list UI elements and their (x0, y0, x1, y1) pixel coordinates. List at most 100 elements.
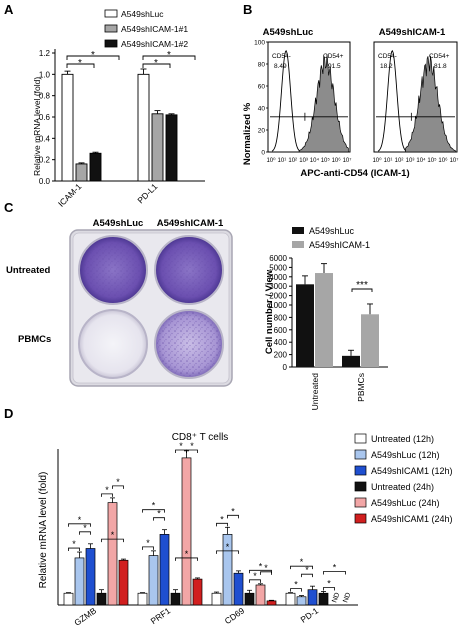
panel-c-bar (296, 284, 314, 367)
well-pbmc-shluc (78, 309, 148, 379)
histogram-a549shicam1 (376, 49, 456, 153)
panel-d-significance-bracket (260, 571, 272, 575)
panel-d-legend-swatch (354, 433, 367, 444)
panel-c-ytick-label: 1000 (269, 301, 287, 310)
panel-c-legend-1: A549shLuc (309, 226, 355, 236)
panel-a-ytick-label: 1.2 (39, 49, 51, 58)
panel-d-significance-star: * (226, 542, 230, 552)
gate-1-right-value: 91.5 (328, 63, 341, 70)
gate-1-left-label: CD54- (272, 53, 291, 60)
panel-b-xtick-label: 10² (395, 158, 404, 164)
panel-d-significance-star: * (294, 580, 298, 590)
panel-d-significance-bracket (101, 538, 124, 543)
panel-d-significance-star: * (72, 539, 76, 549)
panel-d-bar (107, 502, 118, 606)
panel-label-a: A (4, 2, 14, 17)
panel-d-significance-bracket (249, 569, 272, 574)
panel-d-significance-star: * (157, 509, 161, 519)
panel-c-category-label: Untreated (310, 373, 320, 411)
panel-c-ylabel: Cell number / View (264, 269, 275, 354)
panel-b-xtick-label: 10⁵ (321, 157, 331, 164)
panel-d-significance-star: * (305, 565, 309, 575)
panel-a-bar (61, 73, 74, 182)
cd54-stained-histogram (405, 55, 456, 153)
panel-d-significance-bracket (101, 493, 113, 497)
panel-d-bar (170, 592, 181, 606)
panel-c-significance: *** (356, 280, 368, 291)
panel-b-xtick-label: 10³ (406, 158, 415, 164)
panel-d-legend-label: A549shICAM1 (12h) (371, 466, 453, 476)
panel-d-bar (307, 589, 318, 606)
panel-b-xtick-label: 10⁶ (438, 157, 448, 164)
panel-d-significance-bracket (249, 579, 261, 583)
panel-d-significance-star: * (220, 514, 224, 524)
panel-a-ytick-label: 0.4 (39, 134, 51, 143)
panel-d-significance-bracket (301, 573, 313, 578)
panel-a-category-label: ICAM-1 (56, 181, 84, 209)
panel-c-ytick-label: 0 (283, 363, 288, 372)
cd54-stained-histogram (298, 54, 349, 153)
panel-d-bar (85, 548, 96, 606)
panel-a-bar (165, 114, 178, 182)
panel-d-legend-label: A549shICAM1 (24h) (371, 514, 453, 524)
panel-d-nd-label: ND (331, 592, 341, 604)
panel-a-category-label: PD-L1 (135, 181, 159, 205)
panel-label-c: C (4, 200, 14, 215)
panel-b-xtick-label: 10⁵ (427, 157, 437, 164)
panel-d-significance-star: * (185, 549, 189, 559)
panel-d-bar (137, 592, 148, 606)
panel-b-xtick-label: 10⁴ (416, 157, 426, 164)
panel-d-significance-bracket (323, 587, 335, 591)
panel-d-bar (181, 457, 192, 606)
panel-a-ytick-label: 0.2 (39, 156, 51, 165)
plate-col-label-2: A549shICAM-1 (157, 218, 224, 229)
gate-2-right-value: 81.8 (434, 63, 447, 70)
panel-c-ytick-label: 4000 (269, 273, 287, 282)
panel-d-title: CD8⁺ T cells (172, 432, 229, 443)
panel-d-significance-bracket (186, 449, 198, 453)
panel-d-nd-label: ND (342, 592, 352, 604)
panel-d-bar (296, 596, 307, 606)
panel-a-ytick-label: 0.0 (39, 177, 51, 186)
panel-d-legend-label: Untreated (24h) (371, 482, 434, 492)
panel-a-star-1: * (78, 58, 82, 69)
panel-a-legend-2: A549shICAM-1#1 (121, 24, 188, 34)
panel-d-significance-bracket (153, 517, 165, 521)
panel-d-significance-star: * (300, 557, 304, 567)
panel-d-significance-bracket (79, 531, 91, 535)
panel-d-legend-swatch (354, 465, 367, 476)
panel-d-significance: ********** ************* (68, 441, 346, 592)
panel-a-chart: Relative mRNA level (fold) 0.0 0.2 0.4 0.6 0… (32, 9, 205, 209)
panel-b-xtick-label: 10⁰ (372, 157, 382, 164)
panel-d-significance-star: * (231, 506, 235, 516)
panel-d-legend-label: Untreated (12h) (371, 434, 434, 444)
panel-d-bar (255, 584, 266, 606)
panel-d-legend-swatch (354, 481, 367, 492)
panel-b-ytick-label: 0 (261, 150, 265, 157)
panel-d-significance-bracket (290, 565, 313, 570)
panel-a-ytick-label: 0.8 (39, 92, 51, 101)
panel-b-xlabel: APC-anti-CD54 (ICAM-1) (300, 168, 409, 179)
panel-d-bar (192, 578, 203, 606)
panel-d-significance-star: * (253, 571, 257, 581)
panel-d-legend-swatch (354, 449, 367, 460)
panel-a-legend-3: A549shICAM-1#2 (121, 39, 188, 49)
panel-a-bar (151, 113, 164, 182)
panel-a-bar (89, 152, 102, 182)
panel-d-significance-bracket (216, 522, 228, 527)
panel-c-significance-bracket (351, 288, 373, 292)
histogram-a549shluc (270, 49, 349, 153)
panel-d-category-label: GZMB (72, 605, 98, 627)
panel-d-bar (118, 559, 129, 606)
panel-d-legend: Untreated (12h) A549shLuc (12h) A549shICAM… (354, 433, 453, 524)
panel-b-xtick-label: 10¹ (384, 158, 393, 164)
panel-d-significance-bracket (68, 547, 80, 552)
panel-d-bar (63, 592, 74, 606)
panel-d-significance-star: * (83, 523, 87, 533)
isotype-control-curve (271, 49, 302, 153)
panel-c-plate-photo: A549shLuc A549shICAM-1 Untreated PBMCs (6, 218, 233, 387)
panel-d-bar (96, 592, 107, 606)
panel-b-chart: A549shLuc A549shICAM-1 Normalized % APC-… (242, 27, 458, 179)
gate-1-left-value: 8.49 (274, 63, 287, 70)
panel-d-significance-star: * (116, 477, 120, 487)
